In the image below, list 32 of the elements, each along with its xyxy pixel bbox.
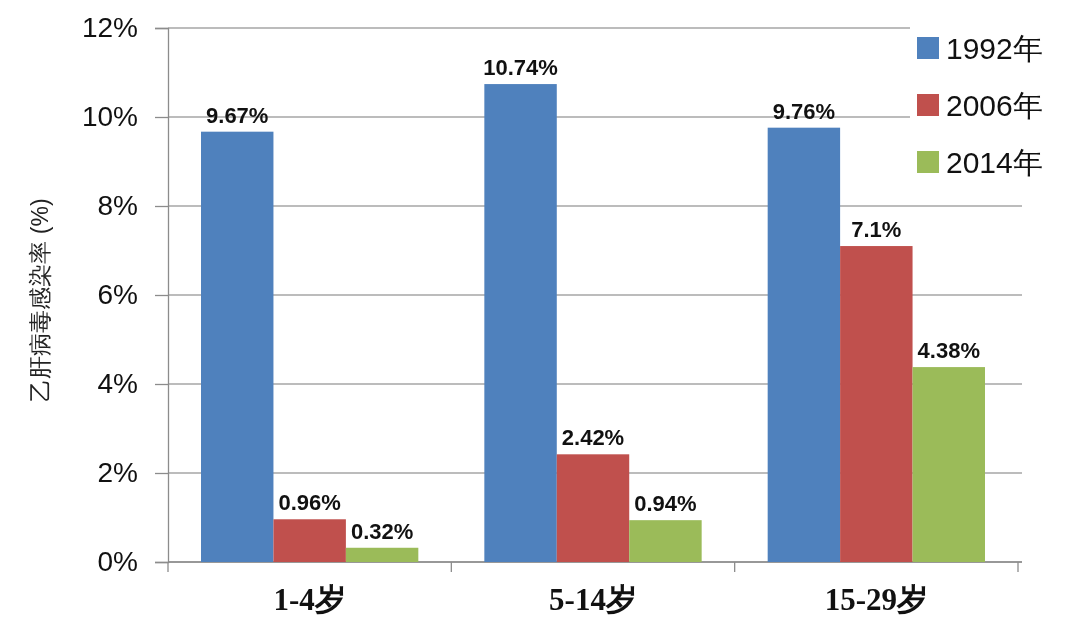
y-tick-label: 10%: [81, 101, 138, 133]
legend-label: 2014年: [946, 146, 1043, 179]
y-tick-label: 12%: [81, 12, 138, 44]
data-label: 2.42%: [561, 425, 625, 451]
bar: [556, 454, 630, 562]
x-tick-label: 15-29岁: [824, 582, 928, 617]
bar: [629, 520, 702, 562]
data-label: 7.1%: [851, 217, 902, 243]
legend-label: 1992年: [946, 32, 1043, 65]
bar: [345, 547, 419, 562]
bar: [484, 84, 557, 562]
bar: [767, 127, 841, 562]
y-tick-label: 2%: [97, 457, 138, 489]
bar: [273, 519, 346, 562]
y-axis-title: 乙肝病毒感染率 (%): [27, 198, 53, 402]
data-label: 0.32%: [350, 518, 414, 544]
data-label: 0.96%: [278, 490, 341, 516]
y-tick-label: 0%: [97, 546, 138, 578]
bar: [201, 131, 274, 562]
y-tick-label: 6%: [97, 279, 138, 311]
data-label: 4.38%: [917, 338, 980, 364]
bar: [912, 367, 985, 562]
y-tick-label: 8%: [97, 190, 138, 222]
x-tick-label: 1-4岁: [273, 582, 346, 617]
x-tick-label: 5-14岁: [549, 582, 637, 617]
data-label: 0.94%: [634, 491, 697, 517]
data-label: 10.74%: [483, 55, 558, 81]
y-tick-label: 4%: [97, 368, 138, 400]
bar: [840, 246, 913, 562]
data-label: 9.76%: [772, 98, 836, 124]
legend-label: 2006年: [946, 89, 1043, 122]
data-label: 9.67%: [206, 102, 269, 128]
